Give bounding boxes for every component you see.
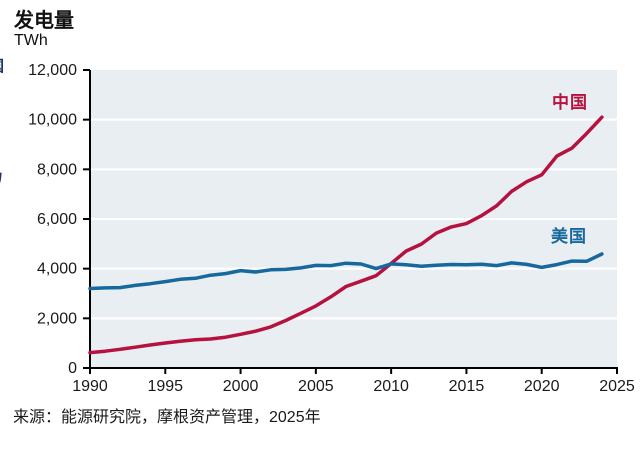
x-tick-label: 2000	[223, 378, 259, 395]
x-tick-label: 2005	[298, 378, 334, 395]
y-tick-label: 4,000	[37, 261, 77, 278]
source-note: 来源：能源研究院，摩根资产管理，2025年	[13, 409, 321, 426]
x-tick-label: 1990	[72, 378, 108, 395]
x-tick-label: 2010	[373, 378, 409, 395]
y-tick-label: 12,000	[28, 62, 77, 79]
series-label-usa: 美国	[551, 227, 587, 246]
y-tick-label: 10,000	[28, 112, 77, 129]
y-tick-label: 2,000	[37, 310, 77, 327]
clipped-glyph: 易	[0, 151, 4, 184]
x-tick-label: 2015	[449, 378, 485, 395]
x-tick-label: 1995	[147, 378, 183, 395]
series-label-china: 中国	[552, 93, 588, 112]
series-line-china	[88, 115, 604, 355]
x-tick-label: 2020	[524, 378, 560, 395]
chart-title: 发电量	[14, 10, 74, 32]
series-line-usa	[88, 252, 604, 291]
y-tick-label: 0	[68, 360, 77, 377]
y-tick-label: 8,000	[37, 161, 77, 178]
clipped-glyph: 国	[0, 55, 4, 73]
y-tick-label: 6,000	[37, 211, 77, 228]
axis-unit-label: TWh	[14, 32, 48, 49]
x-tick-label: 2025	[599, 378, 635, 395]
clipped-text-fragment-bottom: 易	[0, 151, 5, 184]
clipped-text-fragment-top: 国	[0, 55, 5, 73]
